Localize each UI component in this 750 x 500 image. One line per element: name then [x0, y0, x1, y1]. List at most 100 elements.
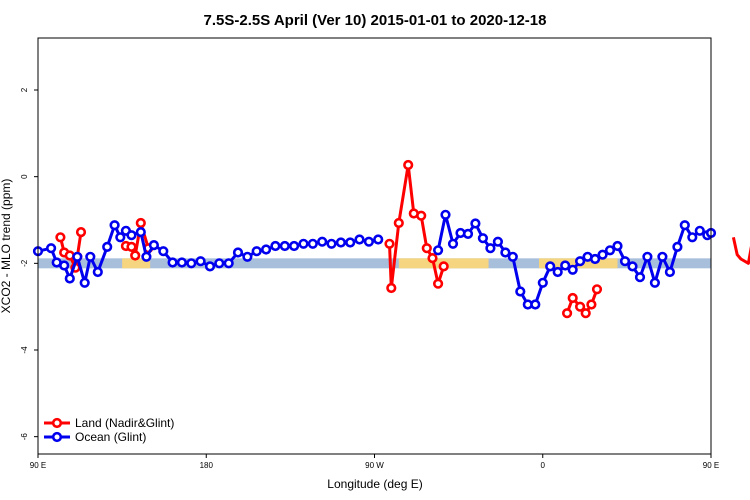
- x-axis: 90 E 180 90 W 0 90 E: [30, 454, 719, 470]
- data-point: [279, 240, 290, 252]
- data-point: [403, 159, 414, 171]
- data-point: [560, 260, 571, 271]
- x-axis-label: Longitude (deg E): [327, 477, 422, 491]
- data-point: [440, 209, 451, 220]
- data-point: [619, 256, 631, 267]
- data-point: [64, 273, 75, 284]
- x-tick-label: 0: [541, 461, 546, 470]
- y-tick-label: -2: [20, 259, 29, 267]
- data-point: [433, 278, 444, 289]
- data-point: [130, 250, 141, 261]
- data-point: [567, 264, 578, 275]
- data-point: [176, 257, 187, 268]
- y-tick-label: 0: [20, 174, 29, 179]
- y-tick-label: -6: [20, 433, 29, 441]
- data-point: [664, 266, 676, 278]
- data-point: [580, 308, 591, 319]
- data-point: [679, 220, 690, 231]
- data-point: [574, 301, 586, 312]
- data-point: [657, 251, 668, 262]
- legend-ocean-label: Ocean (Glint): [75, 430, 146, 444]
- data-point: [92, 266, 103, 278]
- legend-land-label: Land (Nadir&Glint): [75, 416, 174, 430]
- data-point: [148, 240, 159, 251]
- data-point: [167, 257, 178, 268]
- data-point: [335, 237, 347, 248]
- data-point: [45, 243, 57, 254]
- data-point: [85, 251, 96, 262]
- legend: Land (Nadir&Glint) Ocean (Glint): [44, 416, 174, 444]
- y-tick-label: 2: [20, 87, 29, 92]
- x-tick-label: 90 E: [30, 461, 46, 470]
- plot-area: [32, 37, 750, 455]
- data-point: [545, 261, 556, 272]
- background-band: [38, 258, 711, 269]
- data-point: [204, 261, 216, 272]
- data-point: [433, 245, 444, 256]
- data-point: [477, 233, 489, 244]
- data-point: [642, 251, 653, 262]
- data-point: [135, 227, 146, 238]
- data-point: [317, 236, 328, 247]
- data-point: [126, 230, 137, 241]
- data-point: [421, 243, 432, 254]
- data-point: [672, 241, 683, 252]
- y-tick-label: -4: [20, 346, 29, 354]
- legend-land-marker: [51, 417, 63, 429]
- data-point: [447, 238, 459, 249]
- data-point: [59, 260, 70, 271]
- data-point: [627, 261, 638, 272]
- data-point: [612, 240, 623, 252]
- data-point: [591, 284, 603, 295]
- data-point: [186, 258, 197, 269]
- data-point: [115, 232, 126, 243]
- data-point: [634, 272, 646, 283]
- data-point: [373, 234, 384, 245]
- x-tick-label: 90 W: [365, 461, 384, 470]
- data-point: [470, 218, 481, 229]
- data-point: [72, 251, 83, 262]
- data-point: [438, 261, 449, 272]
- data-point: [492, 236, 504, 247]
- data-point: [574, 256, 586, 267]
- data-point: [261, 244, 272, 255]
- data-point: [126, 241, 137, 252]
- data-point: [694, 225, 705, 236]
- data-point: [586, 299, 597, 310]
- data-point: [141, 251, 152, 262]
- data-point: [649, 277, 661, 288]
- data-point: [687, 232, 698, 243]
- series-layer: [32, 159, 750, 319]
- data-point: [462, 228, 474, 239]
- data-point: [326, 238, 337, 249]
- data-point: [393, 217, 404, 229]
- data-point: [386, 282, 397, 294]
- data-point: [567, 292, 578, 304]
- data-point: [79, 277, 90, 288]
- data-point: [135, 217, 146, 229]
- background-bands: [38, 258, 711, 269]
- data-point: [604, 245, 616, 256]
- data-point: [195, 256, 206, 267]
- data-point: [597, 249, 608, 260]
- data-point: [298, 238, 309, 249]
- data-point: [102, 241, 113, 252]
- data-point: [270, 240, 281, 252]
- data-point: [354, 234, 365, 245]
- x-tick-label: 180: [200, 461, 214, 470]
- data-point: [232, 247, 244, 258]
- data-point: [530, 299, 541, 310]
- data-point: [515, 286, 526, 297]
- data-point: [109, 220, 120, 231]
- data-point: [416, 210, 427, 221]
- y-axis: 2 0 -2 -4 -6: [20, 87, 38, 440]
- data-point: [485, 243, 496, 254]
- series-land: [55, 159, 750, 319]
- data-point: [500, 247, 511, 258]
- series-ocean: [32, 209, 717, 310]
- y-axis-label: XCO2 - MLO trend (ppm): [0, 179, 13, 314]
- data-point: [223, 258, 234, 269]
- data-point: [214, 258, 225, 269]
- data-point: [345, 237, 356, 248]
